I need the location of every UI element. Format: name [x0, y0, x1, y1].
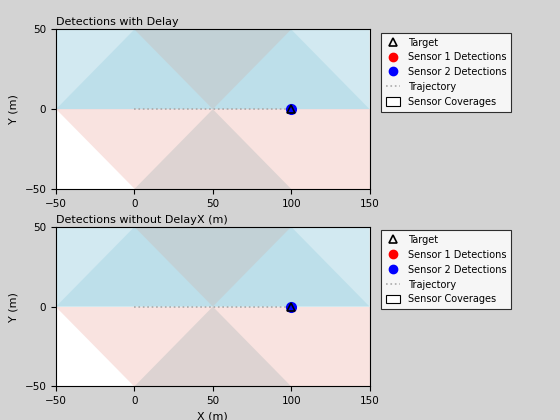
Polygon shape: [56, 307, 370, 420]
Polygon shape: [56, 0, 370, 307]
Y-axis label: Y (m): Y (m): [9, 94, 19, 124]
Polygon shape: [56, 109, 370, 269]
Legend: Target, Sensor 1 Detections, Sensor 2 Detections, Trajectory, Sensor Coverages: Target, Sensor 1 Detections, Sensor 2 De…: [381, 230, 511, 309]
Legend: Target, Sensor 1 Detections, Sensor 2 Detections, Trajectory, Sensor Coverages: Target, Sensor 1 Detections, Sensor 2 De…: [381, 33, 511, 112]
Polygon shape: [56, 0, 370, 307]
Polygon shape: [56, 0, 370, 109]
Text: Detections with Delay: Detections with Delay: [56, 17, 179, 27]
Polygon shape: [56, 0, 370, 109]
Y-axis label: Y (m): Y (m): [9, 291, 19, 322]
Polygon shape: [56, 0, 370, 109]
X-axis label: X (m): X (m): [198, 412, 228, 420]
Polygon shape: [56, 147, 370, 307]
Polygon shape: [56, 109, 370, 420]
X-axis label: X (m): X (m): [198, 214, 228, 224]
Polygon shape: [56, 307, 370, 420]
Text: Detections without Delay: Detections without Delay: [56, 215, 197, 225]
